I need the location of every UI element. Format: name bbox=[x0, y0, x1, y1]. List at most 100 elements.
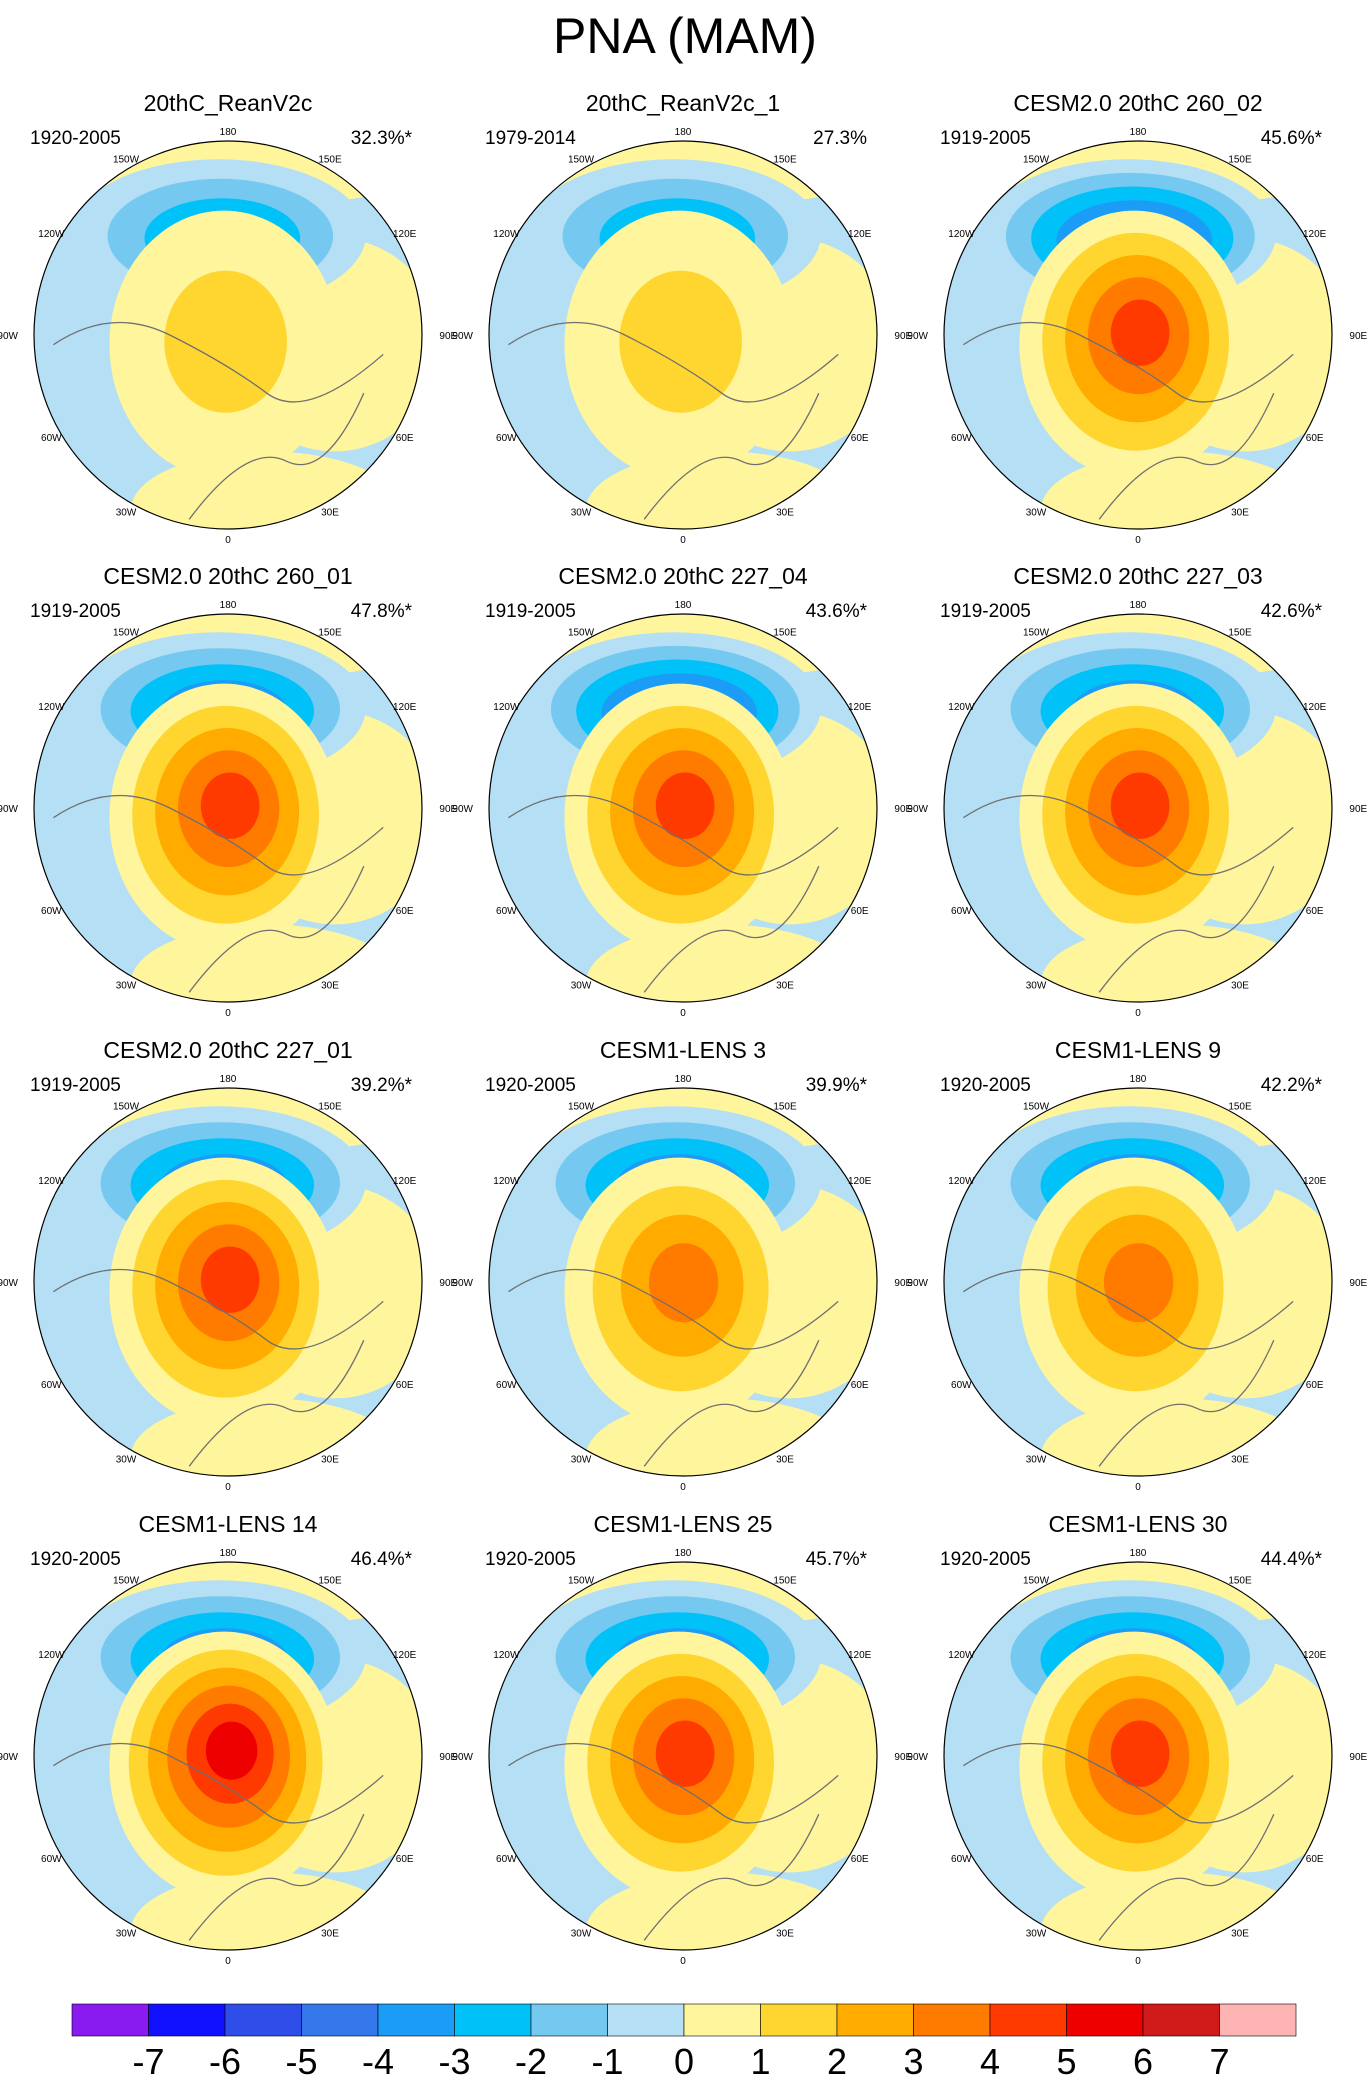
lon-label: 30W bbox=[1026, 508, 1047, 519]
map-boundary bbox=[488, 1087, 878, 1477]
lon-label: 150W bbox=[568, 1575, 595, 1586]
lon-label: 30E bbox=[321, 981, 339, 992]
field-positive-region bbox=[586, 1398, 858, 1476]
panel-variance: 46.4%* bbox=[351, 1549, 413, 1570]
lon-label: 0 bbox=[680, 1008, 686, 1019]
lon-label: 60E bbox=[396, 433, 414, 444]
colorbar-swatch bbox=[301, 2003, 379, 2037]
lon-label: 180 bbox=[675, 1548, 692, 1559]
lon-label: 150E bbox=[773, 154, 797, 165]
coastline bbox=[508, 794, 839, 876]
coastline bbox=[643, 1339, 820, 1467]
lon-label: 30E bbox=[321, 508, 339, 519]
coastline bbox=[1098, 865, 1275, 993]
lon-label: 150W bbox=[568, 627, 595, 638]
map-panel: 180 150E 120E 90E 60E 30E 0 30W 60W 90W 120W 150W CE… bbox=[907, 1511, 1367, 1967]
lon-label: 120W bbox=[493, 702, 520, 713]
lon-label: 60W bbox=[496, 906, 517, 917]
lon-label: 90E bbox=[439, 804, 457, 815]
panels-grid: 180 150E 120E 90E 60E 30E 0 30W 60W 90W 120W 150W 20… bbox=[0, 90, 1368, 1967]
lon-label: 30W bbox=[1026, 1455, 1047, 1466]
panel-variance: 47.8%* bbox=[351, 601, 413, 622]
map-boundary bbox=[488, 1561, 878, 1951]
lon-label: 120E bbox=[848, 229, 872, 240]
lon-label: 90W bbox=[452, 1278, 473, 1289]
lon-label: 30E bbox=[321, 1455, 339, 1466]
map-panel: 180 150E 120E 90E 60E 30E 0 30W 60W 90W 120W 150W 20… bbox=[452, 90, 912, 546]
colorbar-label: 6 bbox=[1133, 2041, 1153, 2082]
lon-label: 30W bbox=[571, 981, 592, 992]
lon-label: 120E bbox=[1303, 702, 1327, 713]
panel-variance: 44.4%* bbox=[1261, 1549, 1323, 1570]
lon-label: 120W bbox=[38, 1176, 65, 1187]
contour-positive bbox=[1103, 1243, 1174, 1323]
lon-label: 30E bbox=[321, 1929, 339, 1940]
lon-label: 120W bbox=[38, 1650, 65, 1661]
colorbar-swatch bbox=[836, 2003, 914, 2037]
coastline bbox=[1098, 1813, 1275, 1941]
lon-label: 120E bbox=[1303, 229, 1327, 240]
lon-label: 60W bbox=[951, 1854, 972, 1865]
colorbar-label: -2 bbox=[515, 2041, 547, 2082]
lon-label: 30W bbox=[116, 508, 137, 519]
lon-label: 90E bbox=[439, 331, 457, 342]
field-positive-region bbox=[130, 1398, 403, 1476]
lon-label: 150E bbox=[1228, 1101, 1252, 1112]
lon-label: 90W bbox=[452, 1752, 473, 1763]
contour-positive bbox=[200, 1246, 260, 1313]
coastline bbox=[188, 1813, 365, 1941]
lon-label: 60E bbox=[851, 906, 869, 917]
lon-label: 60E bbox=[396, 906, 414, 917]
lon-label: 90E bbox=[894, 804, 912, 815]
lon-label: 60W bbox=[496, 1854, 517, 1865]
lon-label: 90W bbox=[907, 331, 928, 342]
lon-label: 0 bbox=[225, 535, 231, 546]
panel-period: 1920-2005 bbox=[485, 1549, 576, 1570]
coastline bbox=[643, 1813, 820, 1941]
lon-label: 150E bbox=[773, 1575, 797, 1586]
lon-label: 60E bbox=[851, 433, 869, 444]
map-panel: 180 150E 120E 90E 60E 30E 0 30W 60W 90W 120W 150W 20… bbox=[0, 90, 458, 546]
panel-variance: 43.6%* bbox=[806, 601, 868, 622]
lon-label: 120W bbox=[493, 1650, 520, 1661]
lon-label: 150W bbox=[1023, 1101, 1050, 1112]
colorbar-label: -5 bbox=[285, 2041, 317, 2082]
colorbar-label: 4 bbox=[980, 2041, 1000, 2082]
lon-label: 90W bbox=[907, 1278, 928, 1289]
lon-label: 180 bbox=[675, 1074, 692, 1085]
colorbar-swatch bbox=[989, 2003, 1067, 2037]
coastline bbox=[963, 1268, 1294, 1350]
coastline bbox=[53, 1268, 384, 1350]
lon-label: 150W bbox=[1023, 154, 1050, 165]
colorbar-swatch bbox=[760, 2003, 838, 2037]
lon-label: 90W bbox=[0, 331, 19, 342]
panel-period: 1920-2005 bbox=[30, 1549, 121, 1570]
lon-label: 30E bbox=[1231, 1929, 1249, 1940]
colorbar-label: 5 bbox=[1056, 2041, 1076, 2082]
lon-label: 150E bbox=[318, 154, 342, 165]
lon-label: 180 bbox=[675, 600, 692, 611]
lon-label: 30W bbox=[116, 981, 137, 992]
lon-label: 120W bbox=[948, 702, 975, 713]
colorbar-swatch bbox=[377, 2003, 455, 2037]
contour-positive bbox=[1110, 299, 1170, 366]
panel-variance: 39.2%* bbox=[351, 1075, 413, 1096]
lon-label: 60W bbox=[41, 433, 62, 444]
lon-label: 30E bbox=[776, 508, 794, 519]
panel-period: 1919-2005 bbox=[940, 128, 1031, 149]
lon-label: 90W bbox=[0, 804, 19, 815]
lon-label: 30E bbox=[1231, 1455, 1249, 1466]
coastline bbox=[1098, 392, 1275, 520]
coastline bbox=[53, 321, 384, 403]
contour-positive bbox=[1110, 1720, 1170, 1787]
lon-label: 90E bbox=[894, 331, 912, 342]
lon-label: 60E bbox=[396, 1380, 414, 1391]
lon-label: 60W bbox=[951, 906, 972, 917]
panel-period: 1979-2014 bbox=[485, 128, 576, 149]
colorbar-label: -3 bbox=[438, 2041, 470, 2082]
panel-title: CESM1-LENS 9 bbox=[1055, 1037, 1221, 1063]
lon-label: 150W bbox=[113, 627, 140, 638]
lon-label: 90E bbox=[1349, 331, 1367, 342]
lon-label: 120W bbox=[493, 1176, 520, 1187]
field-positive-region bbox=[130, 1872, 403, 1950]
